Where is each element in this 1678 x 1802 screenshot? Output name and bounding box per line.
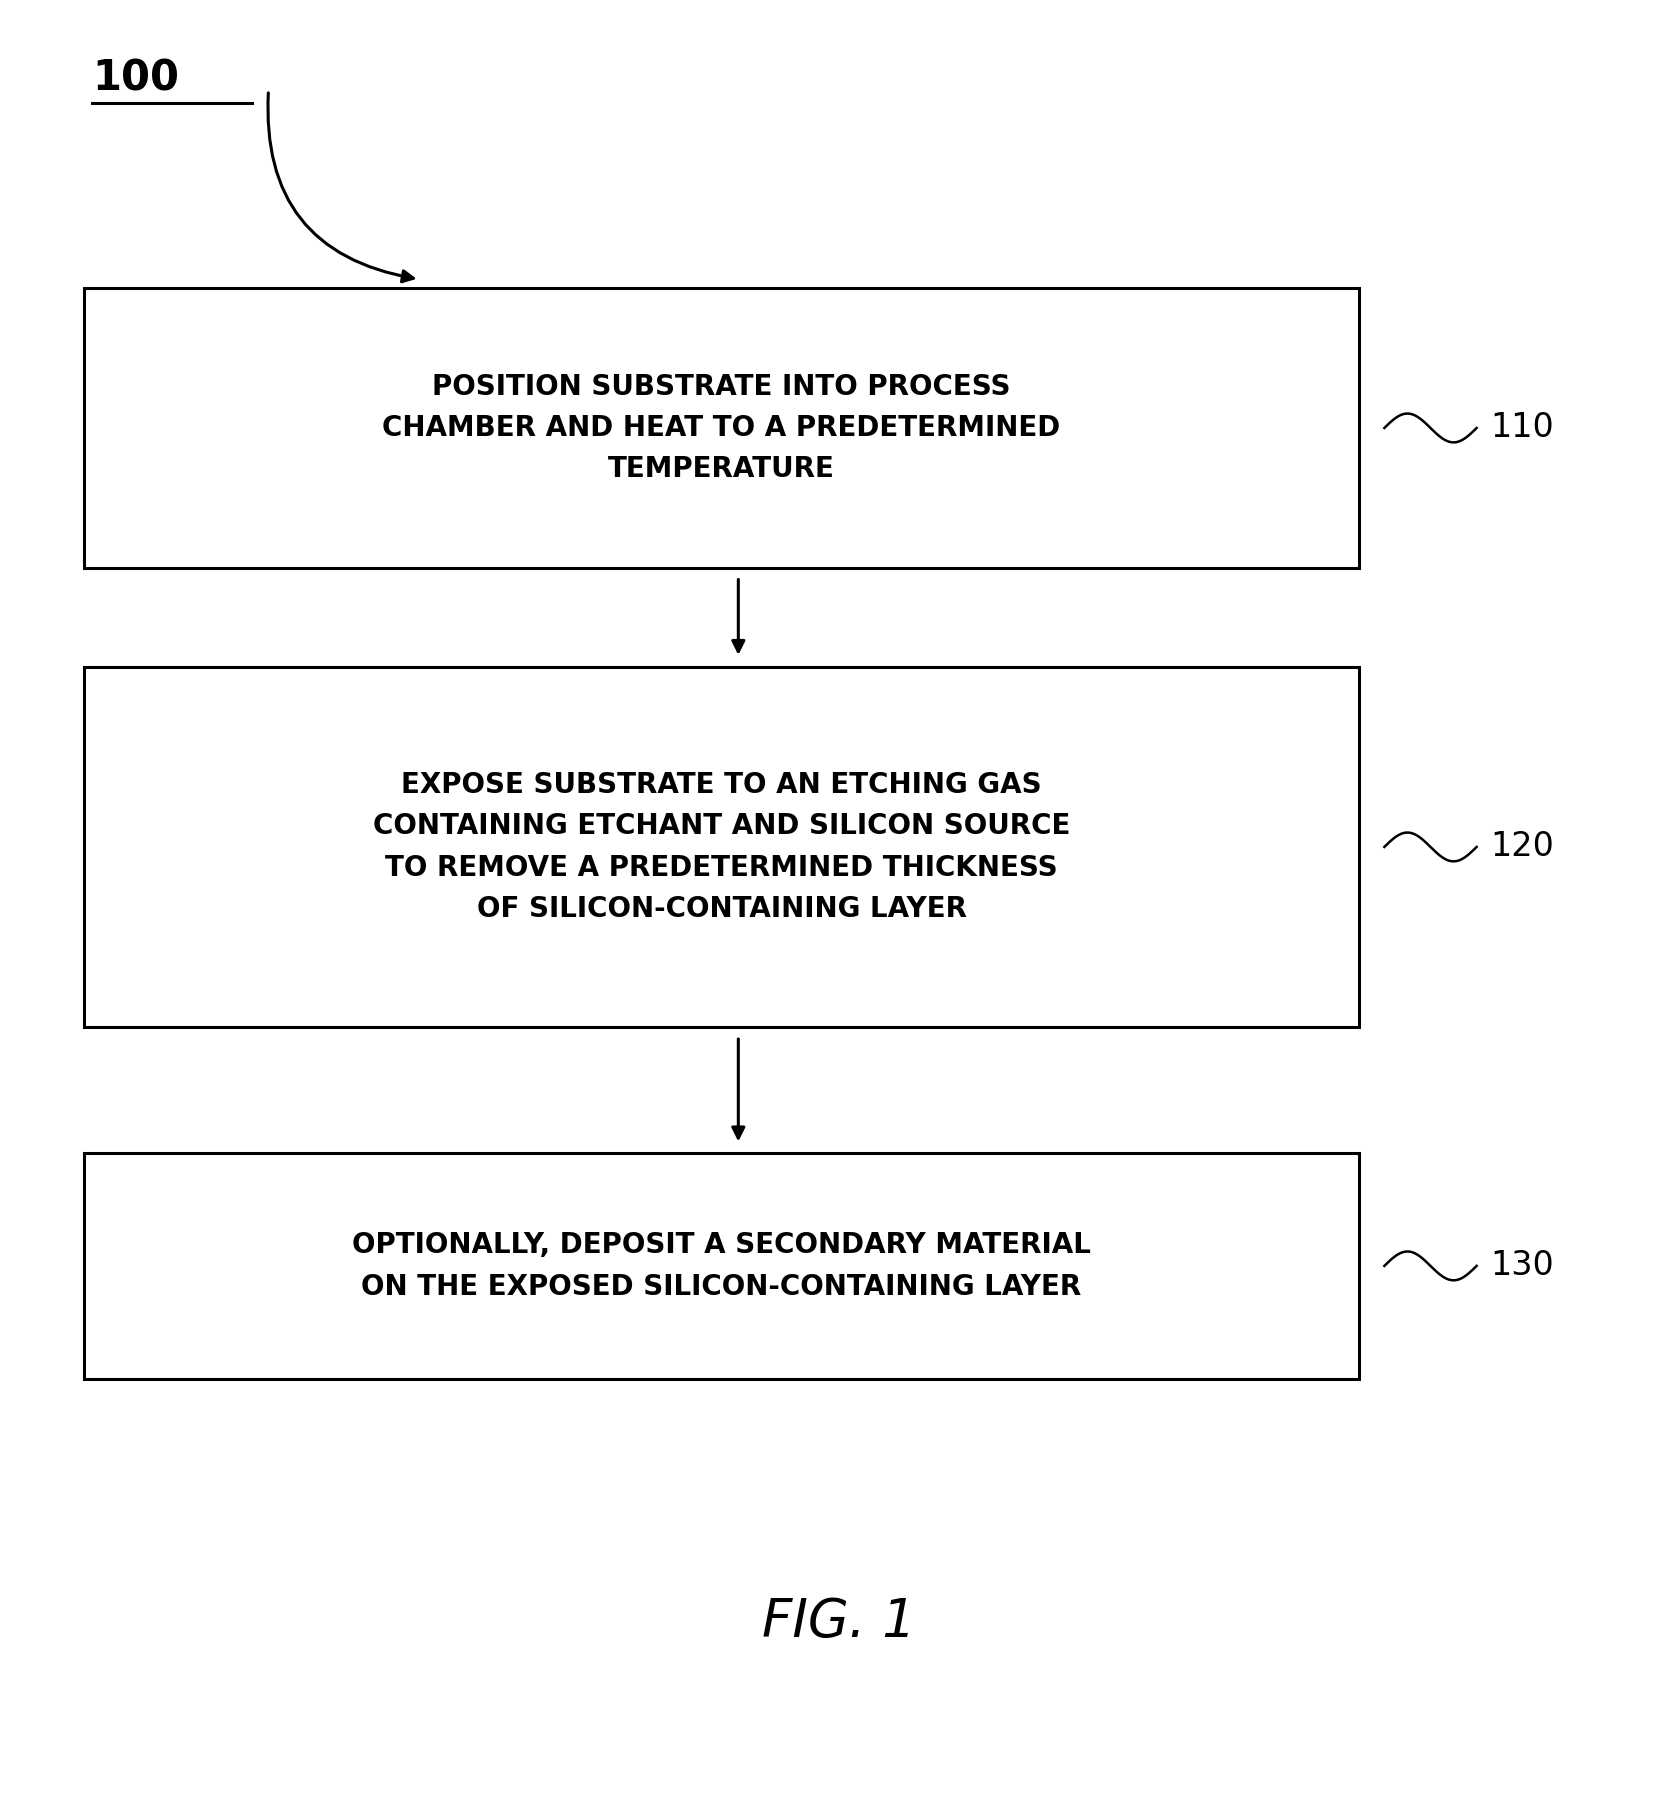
Text: 130: 130 [1490, 1249, 1554, 1283]
Text: EXPOSE SUBSTRATE TO AN ETCHING GAS
CONTAINING ETCHANT AND SILICON SOURCE
TO REMO: EXPOSE SUBSTRATE TO AN ETCHING GAS CONTA… [373, 771, 1071, 923]
FancyBboxPatch shape [84, 288, 1359, 568]
Text: 120: 120 [1490, 831, 1554, 863]
Text: FIG. 1: FIG. 1 [762, 1597, 916, 1647]
Text: OPTIONALLY, DEPOSIT A SECONDARY MATERIAL
ON THE EXPOSED SILICON-CONTAINING LAYER: OPTIONALLY, DEPOSIT A SECONDARY MATERIAL… [352, 1231, 1091, 1301]
Text: 110: 110 [1490, 411, 1554, 445]
FancyBboxPatch shape [84, 667, 1359, 1027]
Text: POSITION SUBSTRATE INTO PROCESS
CHAMBER AND HEAT TO A PREDETERMINED
TEMPERATURE: POSITION SUBSTRATE INTO PROCESS CHAMBER … [383, 373, 1060, 483]
FancyBboxPatch shape [84, 1153, 1359, 1379]
Text: 100: 100 [92, 58, 180, 99]
